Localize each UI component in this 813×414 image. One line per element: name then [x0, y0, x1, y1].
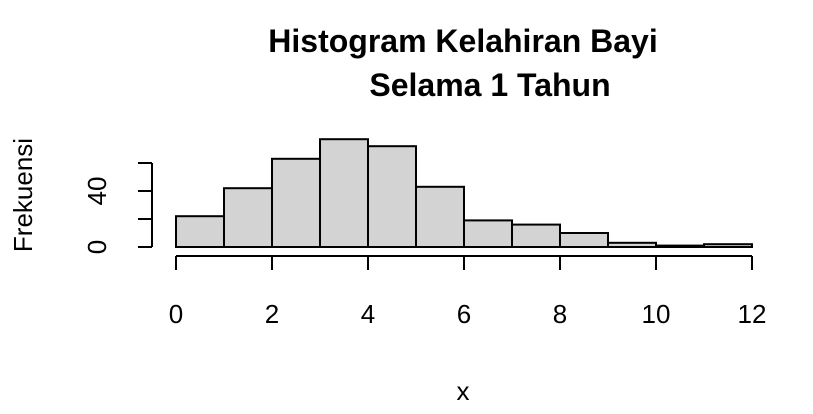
histogram-bar-4 [367, 145, 417, 248]
histogram-bar-9 [607, 241, 657, 249]
x-tick-label-10: 10 [642, 299, 671, 329]
chart-title-line-2: Selama 1 Tahun [369, 67, 610, 103]
bars-group [175, 138, 753, 249]
chart-title-line-1: Histogram Kelahiran Bayi [268, 23, 657, 59]
histogram-bar-1 [223, 187, 273, 248]
x-tick-label-6: 6 [457, 299, 471, 329]
y-tick-label-40: 40 [82, 177, 112, 206]
y-axis-label: Frekuensi [8, 138, 38, 252]
histogram-bar-10 [655, 244, 705, 249]
x-tick-label-2: 2 [265, 299, 279, 329]
histogram-bar-2 [271, 157, 321, 248]
y-tick-label-0: 0 [82, 240, 112, 254]
histogram-bar-8 [559, 232, 609, 248]
histogram-bar-0 [175, 215, 225, 248]
x-axis: 0 2 4 6 8 10 12 [169, 255, 767, 329]
x-tick-label-4: 4 [361, 299, 375, 329]
y-axis: 0 40 [82, 162, 153, 254]
histogram-bar-6 [463, 219, 513, 248]
histogram-bar-3 [319, 138, 369, 248]
x-tick-label-8: 8 [553, 299, 567, 329]
histogram-bar-7 [511, 223, 561, 249]
histogram-bar-11 [703, 243, 753, 248]
histogram-bar-5 [415, 185, 465, 249]
x-tick-label-12: 12 [738, 299, 767, 329]
x-axis-label: x [457, 376, 470, 406]
x-tick-label-0: 0 [169, 299, 183, 329]
